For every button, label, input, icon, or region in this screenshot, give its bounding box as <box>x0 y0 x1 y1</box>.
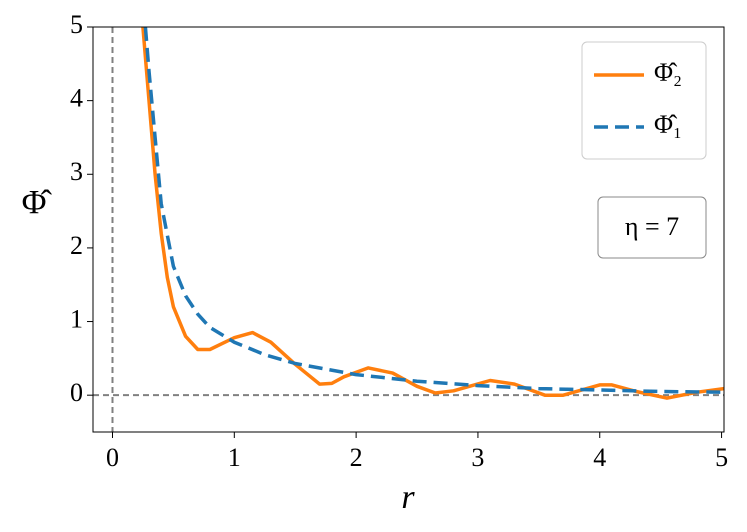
line-series <box>143 27 722 394</box>
annotation-box <box>597 196 707 259</box>
x-tick-label: 0 <box>106 443 119 472</box>
x-tick-label: 1 <box>228 443 241 472</box>
y-tick-label: 5 <box>70 10 83 39</box>
y-tick-label: 2 <box>70 231 83 260</box>
legend-label: Φ̂₂ <box>654 58 682 87</box>
x-tick-label: 4 <box>593 443 606 472</box>
line-series <box>141 27 724 400</box>
legend-box <box>581 41 707 160</box>
legend-label: Φ̂₁ <box>654 110 682 139</box>
y-axis-label: Φ̂ <box>22 184 53 221</box>
y-tick-label: 3 <box>70 157 83 186</box>
x-tick-label: 3 <box>471 443 484 472</box>
x-tick-label: 5 <box>715 443 728 472</box>
axes-frame <box>92 26 725 433</box>
y-tick-label: 1 <box>70 305 83 334</box>
y-tick-label: 0 <box>70 378 83 407</box>
y-tick-label: 4 <box>70 84 83 113</box>
plot-area <box>93 27 724 432</box>
x-axis-label: r <box>401 479 415 516</box>
x-tick-label: 2 <box>350 443 363 472</box>
annotation: η = 7 <box>625 212 679 241</box>
